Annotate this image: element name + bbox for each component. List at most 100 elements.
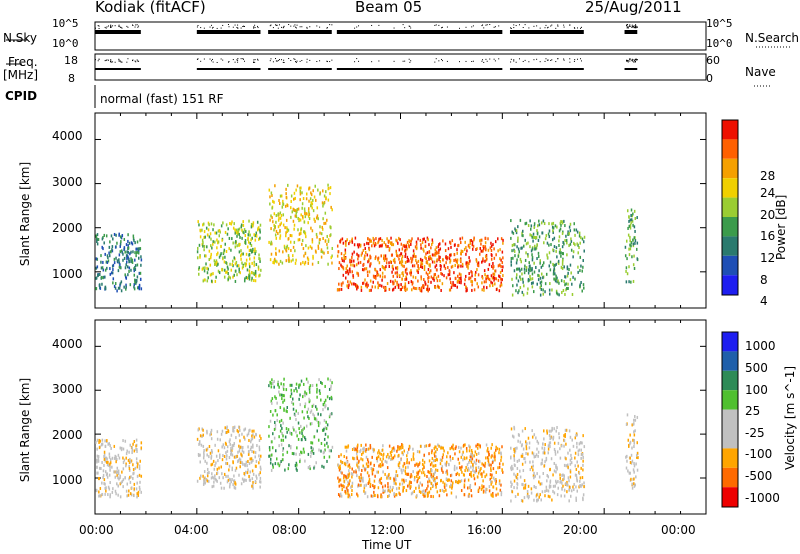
scatter-point (478, 470, 481, 474)
scatter-point (138, 485, 141, 489)
nsearch-dot (536, 25, 538, 27)
scatter-point (215, 461, 217, 465)
scatter-point (96, 460, 98, 464)
scatter-point (268, 454, 270, 458)
scatter-point (315, 383, 318, 387)
scatter-point (259, 257, 261, 261)
scatter-point (486, 449, 488, 453)
scatter-point (351, 240, 354, 244)
scatter-point (484, 241, 487, 245)
scatter-point (539, 259, 542, 263)
scatter-point (199, 254, 201, 258)
scatter-point (434, 464, 437, 468)
scatter-point (578, 234, 581, 238)
scatter-point (305, 377, 308, 381)
scatter-point (377, 281, 379, 285)
scatter-point (212, 484, 215, 488)
scatter-point (122, 467, 125, 471)
scatter-point (479, 460, 481, 464)
nave-dot (441, 60, 443, 62)
nave-dot (106, 59, 108, 61)
scatter-point (345, 475, 347, 479)
scatter-point (633, 266, 636, 270)
scatter-point (361, 458, 364, 462)
nsky-trace (624, 30, 638, 34)
nsearch-dot (283, 26, 285, 28)
scatter-point (540, 221, 543, 225)
scatter-point (526, 492, 529, 496)
scatter-point (198, 272, 200, 276)
scatter-point (301, 242, 303, 246)
scatter-point (575, 498, 577, 502)
scatter-point (463, 485, 466, 489)
scatter-point (209, 232, 212, 236)
nave-dot (110, 61, 112, 63)
scatter-point (326, 242, 328, 246)
scatter-point (136, 240, 139, 244)
nsearch-dot (329, 24, 331, 26)
scatter-point (532, 290, 535, 294)
scatter-point (342, 484, 344, 488)
scatter-point (561, 245, 564, 249)
scatter-point (500, 493, 503, 497)
scatter-point (387, 489, 389, 493)
scatter-point (290, 400, 293, 404)
scatter-point (330, 256, 332, 260)
scatter-point (350, 259, 353, 263)
scatter-point (435, 483, 437, 487)
scatter-point (229, 478, 231, 482)
scatter-point (408, 444, 411, 448)
scatter-point (362, 464, 364, 468)
scatter-point (365, 448, 367, 452)
scatter-point (475, 458, 478, 462)
scatter-point (230, 480, 232, 484)
scatter-point (109, 272, 112, 276)
power-colorbar-frame (721, 119, 739, 296)
scatter-point (205, 478, 208, 482)
scatter-point (353, 250, 355, 254)
scatter-point (352, 457, 355, 461)
scatter-point (634, 483, 637, 487)
scatter-point (346, 284, 348, 288)
nsearch-dot (134, 26, 136, 28)
scatter-point (440, 271, 442, 275)
scatter-point (563, 265, 565, 269)
scatter-point (372, 236, 374, 240)
scatter-point (420, 275, 422, 279)
scatter-point (451, 486, 453, 490)
scatter-point (101, 481, 103, 485)
scatter-point (283, 377, 285, 381)
scatter-point (118, 261, 121, 265)
scatter-point (431, 242, 433, 246)
scatter-point (95, 440, 97, 444)
scatter-point (346, 269, 349, 273)
scatter-point (102, 247, 104, 251)
scatter-point (275, 229, 278, 233)
scatter-point (544, 460, 546, 464)
scatter-point (445, 261, 447, 265)
scatter-point (294, 214, 297, 218)
xtick-2: 08:00 (272, 523, 307, 537)
scatter-point (570, 453, 572, 457)
scatter-point (254, 252, 256, 256)
scatter-point (255, 274, 257, 278)
scatter-point (456, 274, 459, 278)
scatter-point (575, 485, 577, 489)
scatter-point (635, 475, 637, 479)
station-title: Kodiak (fitACF) (95, 0, 206, 16)
scatter-point (516, 477, 519, 481)
scatter-point (499, 284, 502, 288)
scatter-point (543, 446, 546, 450)
scatter-point (485, 443, 488, 447)
scatter-point (223, 455, 226, 459)
scatter-point (441, 455, 444, 459)
scatter-point (517, 236, 519, 240)
scatter-point (238, 457, 241, 461)
scatter-point (122, 461, 125, 465)
scatter-point (246, 433, 249, 437)
velocity-ytick-2000: 2000 (52, 428, 83, 442)
scatter-point (374, 493, 376, 497)
scatter-point (534, 244, 536, 248)
scatter-point (559, 227, 562, 231)
scatter-point (395, 482, 397, 486)
